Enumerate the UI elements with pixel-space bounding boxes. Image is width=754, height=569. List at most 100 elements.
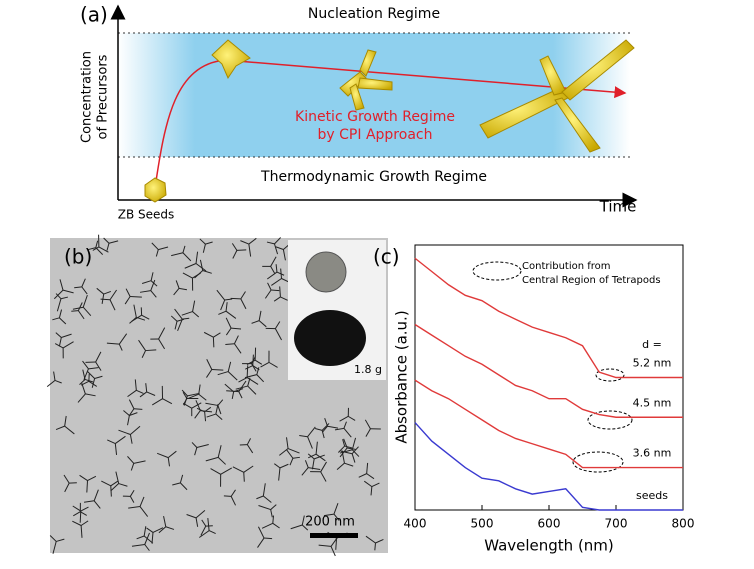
tetrapod-arm bbox=[225, 310, 237, 319]
tetrapod-arm bbox=[155, 249, 159, 257]
tetrapod-arm bbox=[163, 516, 167, 527]
tetrapod-arm bbox=[141, 280, 152, 284]
tetrapod-arm bbox=[80, 511, 87, 516]
tetrapod-arm bbox=[216, 289, 226, 301]
tetrapod-arm bbox=[82, 369, 86, 380]
tetrapod-arm bbox=[74, 286, 82, 289]
tetrapod-arm bbox=[270, 509, 273, 518]
tetrapod-arm bbox=[246, 377, 259, 385]
tetrapod-arm bbox=[266, 241, 275, 245]
tetrapod-arm bbox=[210, 468, 221, 475]
tetrapod-arm bbox=[64, 482, 70, 493]
tetrapod-arm bbox=[133, 408, 143, 410]
tetrapod-arm bbox=[83, 500, 95, 503]
time-label: Time bbox=[599, 198, 637, 216]
tetrapod-arm bbox=[307, 453, 317, 459]
tetrapod-arm bbox=[371, 482, 380, 488]
tetrapod-arm bbox=[278, 467, 281, 481]
tetrapod-arm bbox=[195, 517, 199, 527]
tetrapod-arm bbox=[88, 367, 99, 370]
tetrapod-arm bbox=[187, 392, 200, 397]
seeds-label: ZB Seeds bbox=[118, 208, 175, 222]
tetrapod-arm bbox=[162, 398, 173, 405]
tetrapod-arm bbox=[364, 419, 371, 430]
tetrapod-arm bbox=[267, 282, 272, 291]
tetrapod-arm bbox=[138, 339, 146, 351]
tetrapod-arm bbox=[179, 474, 184, 484]
tetrapod-arm bbox=[110, 480, 119, 487]
early-tetrapod bbox=[211, 39, 251, 80]
annotation: Central Region of Tetrapods bbox=[522, 275, 661, 286]
tetrapod-arm bbox=[171, 252, 184, 257]
tetrapod-arm bbox=[123, 410, 130, 416]
tetrapod-arm bbox=[342, 439, 346, 447]
tetrapod-arm bbox=[207, 518, 210, 531]
tetrapod-arm bbox=[127, 415, 130, 426]
tetrapod-arm bbox=[256, 367, 260, 375]
tetrapod-arm bbox=[320, 471, 327, 482]
tetrapod-arm bbox=[263, 537, 273, 540]
tetrapod-arm bbox=[125, 288, 131, 297]
tetrapod-arm bbox=[217, 456, 226, 465]
tetrapod-arm bbox=[351, 437, 357, 450]
tetrapod-arm bbox=[152, 527, 164, 533]
tetrapod-arm bbox=[59, 317, 67, 325]
tetrapod-arm bbox=[286, 437, 289, 449]
tetrapod-arm bbox=[145, 383, 148, 392]
tetrapod-arm bbox=[220, 467, 233, 475]
tetrapod-arm bbox=[348, 415, 356, 421]
tetrapod-arm bbox=[258, 320, 267, 328]
tetrapod-arm bbox=[347, 447, 356, 450]
tetrapod-arm bbox=[220, 299, 226, 311]
tetrapod-arm bbox=[81, 383, 86, 395]
tetrapod-arm bbox=[194, 410, 201, 419]
tetrapod-arm bbox=[180, 482, 188, 491]
tetrapod-arm bbox=[230, 496, 237, 506]
tetrapod-arm bbox=[55, 332, 62, 338]
tetrapod-arm bbox=[175, 280, 180, 289]
tetrapod-arm bbox=[165, 526, 175, 530]
tetrapod-arm bbox=[206, 359, 213, 370]
tetrapod-arm bbox=[225, 343, 235, 345]
y-axis-label: Absorbance (a.u.) bbox=[393, 310, 411, 443]
scale-bar-label: 200 nm bbox=[305, 515, 355, 530]
tetrapod-arm bbox=[54, 343, 64, 349]
x-axis-label: Wavelength (nm) bbox=[484, 537, 614, 555]
tetrapod-arm bbox=[82, 294, 88, 308]
tetrapod-arm bbox=[343, 428, 352, 438]
tetrapod-arm bbox=[217, 405, 222, 415]
tetrapod-arm bbox=[139, 290, 151, 293]
tetrapod-arm bbox=[158, 526, 167, 534]
tetrapod-arm bbox=[129, 316, 137, 324]
tetrapod-arm bbox=[115, 471, 120, 484]
tetrapod-arm bbox=[230, 489, 236, 497]
tetrapod-arm bbox=[320, 461, 327, 473]
tetrapod-arm bbox=[118, 333, 128, 345]
tetrapod-arm bbox=[232, 466, 244, 473]
panel-label: (c) bbox=[373, 245, 400, 269]
size-prefix: d = bbox=[642, 338, 662, 351]
tetrapod-arm bbox=[181, 311, 193, 316]
tetrapod-arm bbox=[279, 448, 289, 456]
tetrapod-arm bbox=[92, 246, 100, 251]
tetrapod-arm bbox=[158, 338, 166, 350]
tetrapod-arm bbox=[272, 522, 280, 529]
tetrapod-arm bbox=[62, 289, 74, 294]
annotation: Contribution from bbox=[522, 261, 611, 272]
tetrapod-arm bbox=[225, 317, 232, 329]
tetrapod-arm bbox=[203, 331, 214, 338]
tetrapod-arm bbox=[231, 327, 242, 330]
tetrapod-arm bbox=[80, 506, 89, 512]
x-tick-label: 800 bbox=[672, 517, 695, 531]
tetrapod-arm bbox=[240, 298, 247, 310]
tetrapod-arm bbox=[118, 429, 131, 435]
tetrapod-arm bbox=[130, 425, 141, 435]
tetrapod-arm bbox=[274, 243, 279, 255]
tetrapod-arm bbox=[167, 457, 170, 467]
tetrapod-arm bbox=[217, 371, 229, 376]
tetrapod-arm bbox=[223, 495, 232, 497]
tetrapod-arm bbox=[260, 361, 270, 368]
tetrapod-arm bbox=[63, 474, 70, 484]
tetrapod-arm bbox=[95, 240, 99, 248]
tetrapod-arm bbox=[206, 413, 217, 418]
